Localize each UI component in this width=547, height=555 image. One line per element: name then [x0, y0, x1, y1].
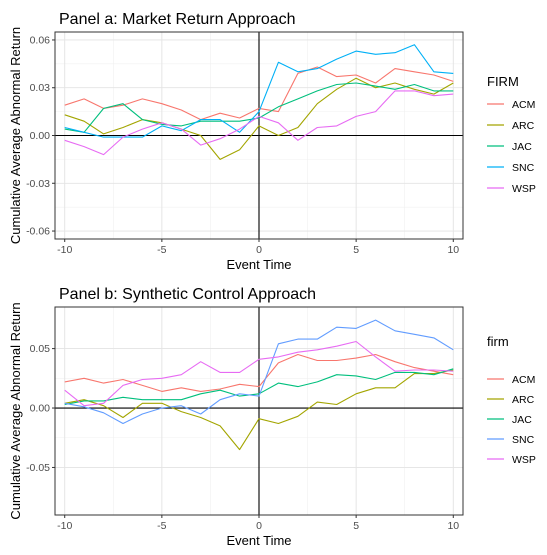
x-tick-label: -5 [157, 520, 166, 532]
x-tick-label: 0 [256, 244, 262, 256]
series-line-acm [64, 353, 454, 392]
legend-label-wsp: WSP [512, 454, 536, 466]
series-line-snc [64, 319, 454, 425]
series-line-snc [64, 44, 454, 138]
y-tick-label: 0.05 [30, 343, 51, 355]
x-axis-label: Event Time [226, 533, 291, 548]
panel-a: Panel a: Market Return Approach -10 -5 0 5 10… [8, 11, 536, 272]
series-line-wsp [64, 340, 454, 407]
legend-title: firm [487, 334, 509, 349]
y-tick-label: 0.06 [30, 34, 51, 46]
legend: FIRM ACM ARC JAC SNC WSP [487, 74, 536, 195]
x-tick-label: -10 [57, 244, 72, 256]
series-line-wsp [64, 90, 454, 156]
legend-title: FIRM [487, 74, 519, 89]
x-tick-label: 5 [353, 520, 359, 532]
legend-label-arc: ARC [512, 120, 535, 132]
series-line-jac [64, 82, 454, 133]
series-lines [64, 319, 454, 451]
legend-label-jac: JAC [512, 141, 532, 153]
series-line-arc [64, 369, 454, 451]
x-tick-label: 5 [353, 244, 359, 256]
legend-label-wsp: WSP [512, 183, 536, 195]
x-tick-label: 0 [256, 520, 262, 532]
y-tick-label: 0.00 [30, 403, 51, 415]
series-line-arc [64, 77, 454, 160]
series-line-jac [64, 368, 454, 406]
y-tick-label: -0.06 [26, 226, 50, 238]
legend-label-snc: SNC [512, 434, 535, 446]
series-line-acm [64, 66, 454, 121]
x-tick-label: 10 [447, 244, 459, 256]
x-tick-label: 10 [447, 520, 459, 532]
legend-label-acm: ACM [512, 99, 535, 111]
y-tick-label: 0.03 [30, 82, 51, 94]
y-tick-label: -0.05 [26, 462, 50, 474]
x-tick-label: -5 [157, 244, 166, 256]
legend: firm ACM ARC JAC SNC WSP [487, 334, 536, 466]
x-axis-label: Event Time [226, 257, 291, 272]
legend-label-snc: SNC [512, 162, 535, 174]
panel-b: Panel b: Synthetic Control Approach -10 -5… [8, 286, 536, 548]
y-axis-label: Cumulative Average Abnormal Return [8, 27, 23, 244]
y-axis-label: Cumulative Average Abnormal Return [8, 302, 23, 519]
panel-title: Panel a: Market Return Approach [59, 11, 296, 28]
x-tick-label: -10 [57, 520, 72, 532]
legend-label-arc: ARC [512, 394, 535, 406]
legend-label-acm: ACM [512, 374, 535, 386]
y-tick-label: 0.00 [30, 130, 51, 142]
series-lines [64, 44, 454, 160]
panel-title: Panel b: Synthetic Control Approach [59, 286, 316, 303]
legend-label-jac: JAC [512, 414, 532, 426]
y-tick-label: -0.03 [26, 178, 50, 190]
